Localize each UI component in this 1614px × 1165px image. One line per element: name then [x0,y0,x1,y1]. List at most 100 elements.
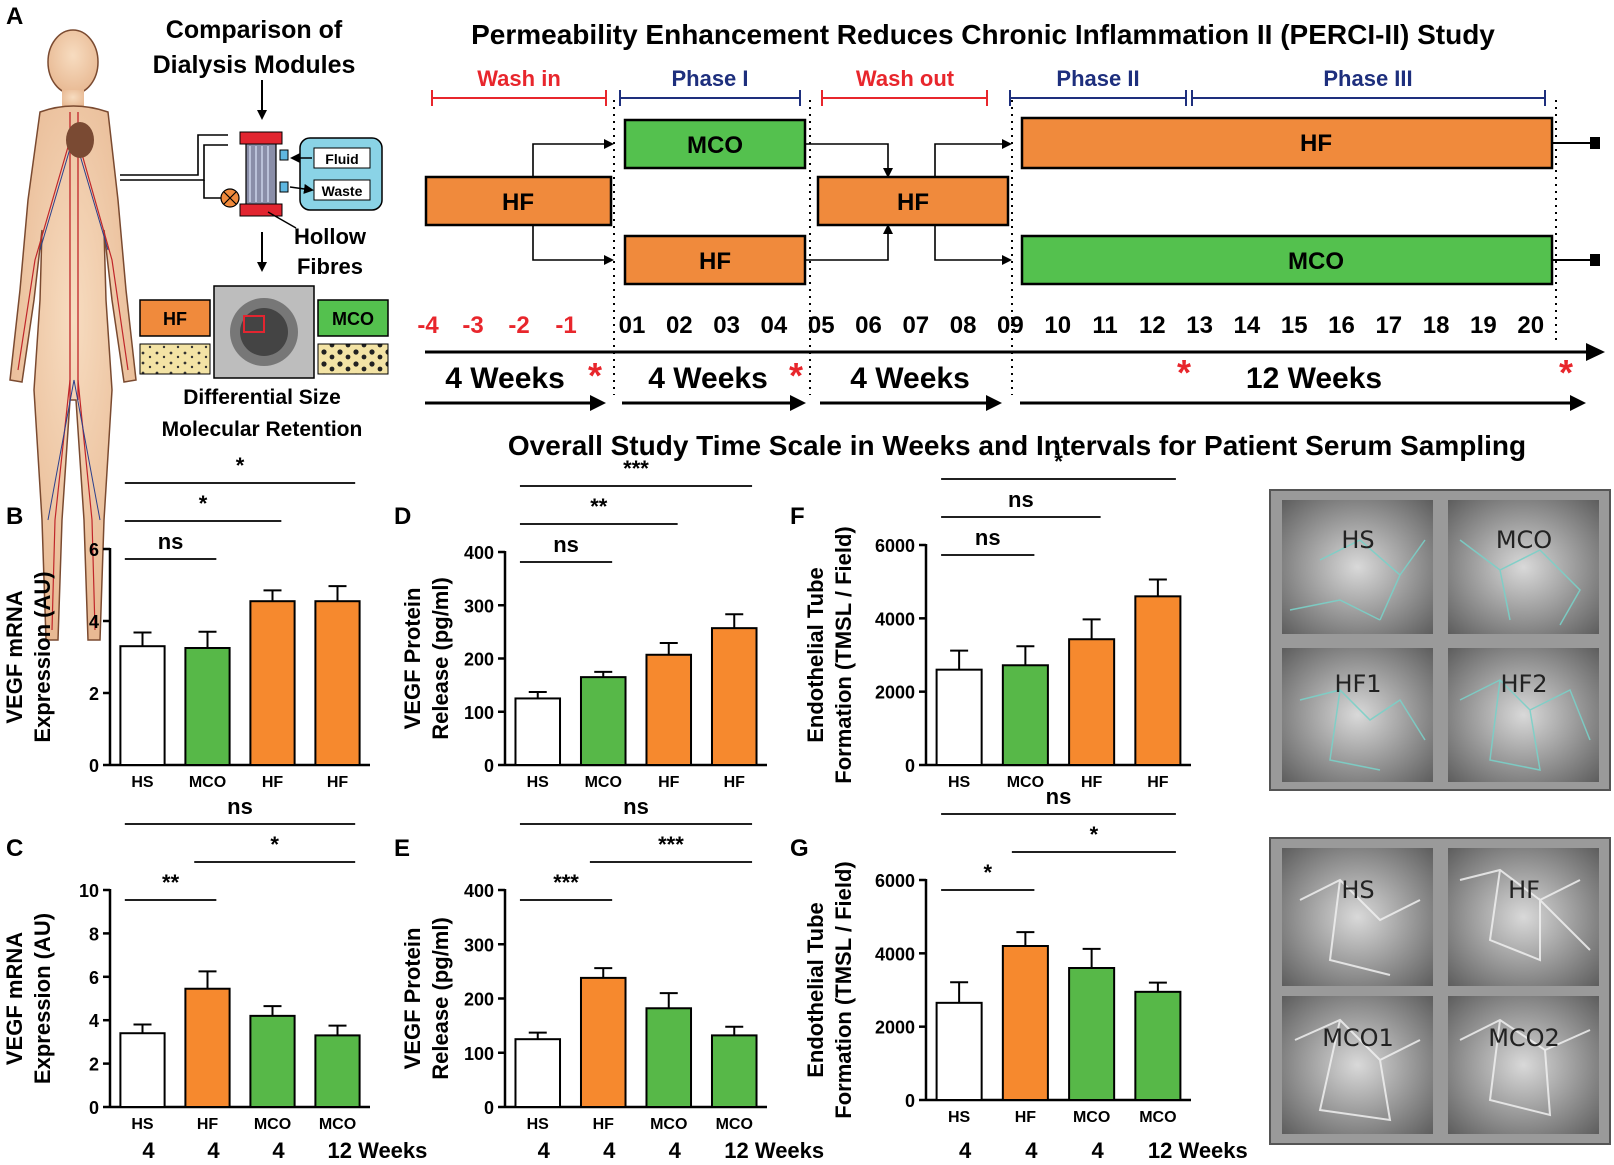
y-tick-label: 6000 [875,871,915,891]
week-label: 4 [207,1138,220,1163]
panel-letter-c: C [6,835,23,862]
micrograph-label-mco2: MCO2 [1488,1024,1560,1052]
x-tick-label: MCO [716,1116,753,1133]
panel-letter-e: E [394,835,410,862]
week-label: 4 [1092,1138,1105,1163]
panel-g: G 0 2000 4000 6000 Endothelial Tube Formation… [790,784,1248,1163]
significance-label: ns [623,794,649,819]
week-label: 4 [669,1138,682,1163]
micrograph-mco [1448,500,1599,634]
x-tick-label: MCO [650,1116,687,1133]
x-tick-label: MCO [1073,1109,1110,1126]
week-label: 4 [603,1138,616,1163]
week-number: 10 [1044,312,1071,339]
bar-hs [514,1038,562,1108]
week-number: 20 [1517,312,1544,339]
bar-hf [710,627,758,767]
x-tick-label: HF [724,774,746,791]
y-tick-label: 6 [89,968,99,988]
duration-phase1: 4 Weeks [648,362,768,395]
week-number: 18 [1423,312,1450,339]
bar-mco [579,676,627,767]
micrograph-label-hs: HS [1341,526,1374,554]
phase1-hf-label: HF [699,248,731,275]
week-number: -3 [462,312,483,339]
dialysis-title-line-2: Dialysis Modules [153,51,356,79]
panel-d: D 0 100 200 300 400 VEGF Protein Release (pg/m… [394,456,767,791]
x-tick-label: HF [1081,774,1103,791]
bar-mco [710,1034,758,1109]
heart-icon [66,122,94,158]
hf-membrane-label: HF [163,309,187,329]
bar-hs [514,697,562,766]
significance-label: ns [1008,487,1034,512]
bar-hf [645,653,693,767]
week-number: 04 [761,312,788,339]
micrograph-label-hf: HF [1508,876,1540,904]
fluid-label: Fluid [325,151,358,167]
sampling-mark-4: * [1559,352,1573,393]
bar-hf [579,976,627,1109]
x-tick-label: HF [1015,1109,1037,1126]
y-axis-label: Formation (TMSL / Field) [831,526,856,783]
panel-letter-g: G [790,835,809,862]
y-axis-label: Endothelial Tube [803,902,828,1078]
micrograph-hf [1448,848,1599,986]
significance-label: * [199,491,208,516]
panel-f: F 0 2000 4000 6000 Endothelial Tube Formation… [790,449,1191,791]
bar-mco [1001,664,1049,766]
significance-label: * [983,860,992,885]
week-numbers: -4 -3 -2 -1 01 02 03 04 05 06 07 08 09 10 11 12 13 14 15 16… [417,312,1544,339]
panel-letter-f: F [790,503,805,530]
x-tick-label: HS [131,1116,154,1133]
x-tick-label: MCO [1007,774,1044,791]
panel-e: E 0 100 200 300 400 VEGF Protein Release (pg/m… [394,794,824,1163]
y-axis-label: VEGF mRNA [2,590,27,723]
retention-caption-line-2: Molecular Retention [162,418,363,441]
panel-letter-b: B [6,503,23,530]
y-tick-label: 400 [464,881,494,901]
week-number: 07 [902,312,929,339]
micrograph-label-mco: MCO [1496,526,1552,554]
week-number: 15 [1281,312,1308,339]
bar-mco [314,1034,361,1109]
waste-label: Waste [322,183,363,199]
bar-hf [1001,945,1049,1101]
bar-mco [249,1014,296,1108]
y-tick-label: 200 [464,650,494,670]
x-tick-label: MCO [1139,1109,1176,1126]
significance-label: ns [553,532,579,557]
panel-letter-d: D [394,503,411,530]
bar-mco [184,647,231,766]
y-tick-label: 2 [89,1055,99,1075]
y-tick-label: 0 [484,1098,494,1118]
chart-d: 0 100 200 300 400 VEGF Protein Release (pg/ml)… [400,456,767,791]
x-tick-label: HS [527,1116,550,1133]
hollow-fibres-label-1: Hollow [294,224,367,249]
y-tick-label: 6000 [875,536,915,556]
week-label: 12 Weeks [1148,1138,1248,1163]
micrograph-label-hf1: HF1 [1334,670,1381,698]
human-body-illustration [9,29,137,641]
late-hf-label: HF [1300,130,1332,157]
study-title: Permeability Enhancement Reduces Chronic… [471,19,1495,50]
week-number: 08 [950,312,977,339]
bar-hf [1068,638,1116,767]
chart-g: 0 2000 4000 6000 Endothelial Tube Formation (… [803,784,1248,1163]
bar-mco [1068,967,1116,1101]
week-number: 11 [1092,312,1117,339]
duration-washout: 4 Weeks [850,362,970,395]
duration-phase2-3: 12 Weeks [1246,362,1382,395]
panel-letter-a: A [6,3,23,30]
washin-hf-label: HF [502,189,534,216]
x-tick-label: HF [327,774,349,791]
week-label: 12 Weeks [724,1138,824,1163]
y-tick-label: 0 [89,1098,99,1118]
week-number: 13 [1186,312,1213,339]
week-label: 4 [142,1138,155,1163]
y-tick-label: 4000 [875,609,915,629]
chart-f: 0 2000 4000 6000 Endothelial Tube Formation (… [803,449,1191,791]
late-hf-box [1020,116,1554,170]
y-tick-label: 100 [464,703,494,723]
